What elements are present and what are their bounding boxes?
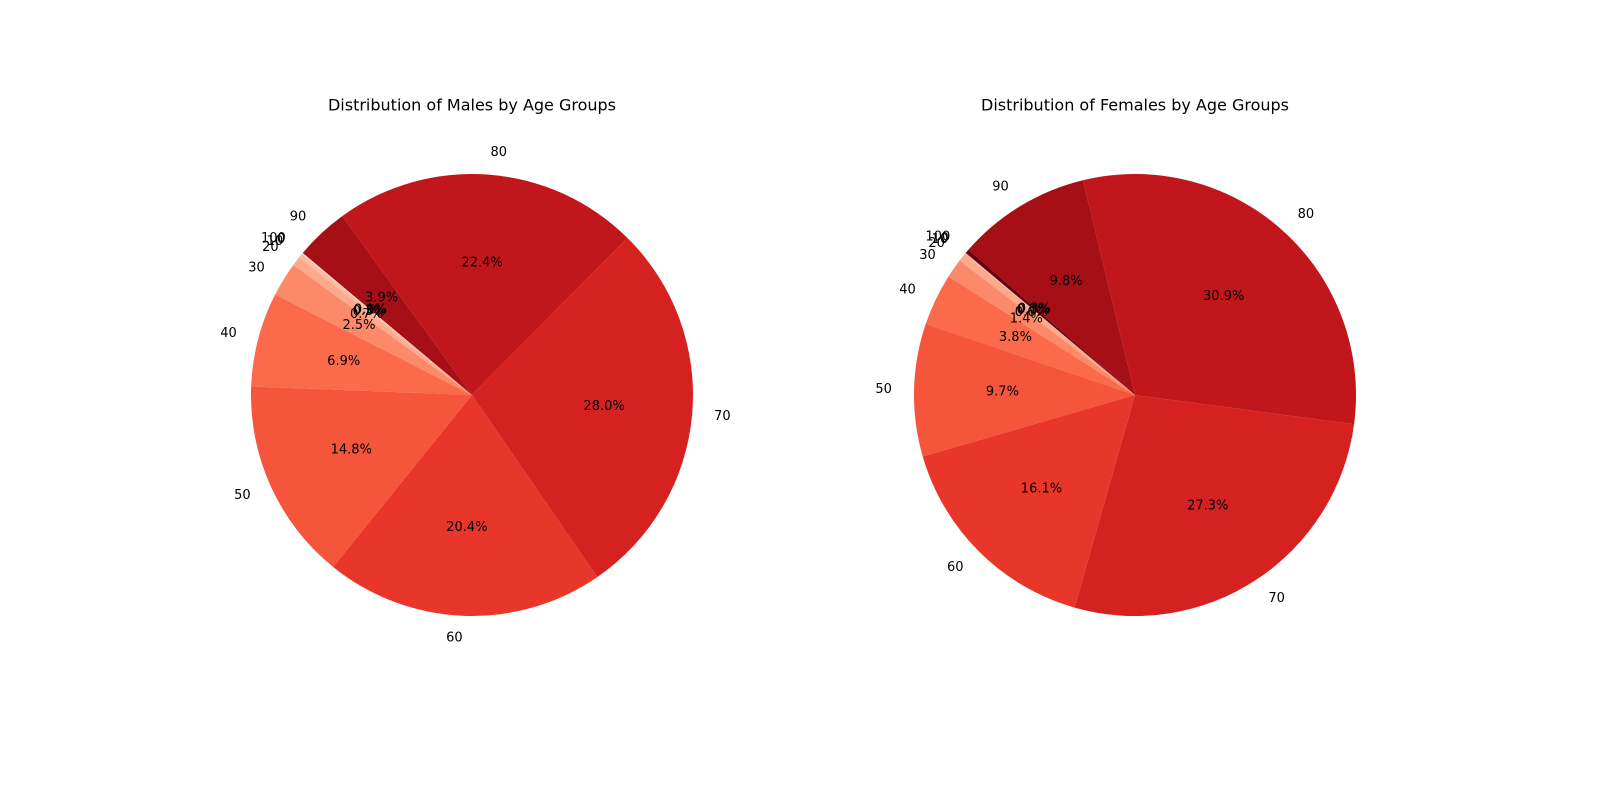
slice-label: 100 — [261, 231, 286, 246]
slice-label: 20 — [262, 240, 279, 255]
value-label: 14.8% — [331, 442, 372, 457]
slice-label: 90 — [992, 180, 1009, 195]
value-label: 16.1% — [1021, 481, 1062, 496]
slice-label: 70 — [714, 409, 731, 424]
pie-slice — [1082, 174, 1356, 425]
pie-slice — [948, 260, 1135, 395]
pie-slice — [333, 395, 598, 617]
pie-slice — [342, 174, 628, 395]
pie-slice — [922, 395, 1135, 608]
slice-label: 90 — [290, 210, 307, 225]
value-label: 6.9% — [327, 354, 360, 369]
slice-label: 80 — [490, 145, 507, 160]
slice-label: 30 — [248, 260, 265, 275]
pie-chart: Distribution of Females by Age Groups 0 0.… — [875, 96, 1356, 617]
pie-slice — [472, 237, 693, 578]
slice-label: 60 — [947, 560, 964, 575]
pie-slice — [968, 180, 1135, 395]
slice-label: 10 — [932, 232, 949, 247]
value-label: 0.0% — [1017, 302, 1050, 317]
slice-label: 100 — [925, 229, 950, 244]
value-label: 3.9% — [365, 290, 398, 305]
chart-title: Distribution of Females by Age Groups — [981, 96, 1289, 115]
value-label: 0.1% — [354, 303, 387, 318]
slice-label: 40 — [220, 326, 237, 341]
value-label: 0.7% — [350, 307, 383, 322]
pie-slice — [299, 254, 472, 395]
value-label: 27.3% — [1187, 498, 1228, 513]
slice-label: 20 — [928, 236, 945, 251]
value-label: 3.8% — [999, 330, 1032, 345]
value-label: 28.0% — [583, 399, 624, 414]
value-label: 2.5% — [342, 318, 375, 333]
slice-label: 80 — [1298, 207, 1315, 222]
value-label: 20.4% — [446, 520, 487, 535]
chart-title: Distribution of Males by Age Groups — [328, 96, 616, 115]
slice-label: 30 — [919, 248, 936, 263]
pie-slice — [1074, 395, 1355, 617]
slice-label: 10 — [267, 234, 284, 249]
slice-label: 50 — [875, 382, 892, 397]
pie-slice — [914, 323, 1135, 457]
value-label: 22.4% — [461, 255, 502, 270]
pie-slice — [959, 254, 1135, 395]
pie-slice — [301, 252, 472, 395]
pie-slice — [251, 386, 472, 567]
pie-chart: Distribution of Males by Age Groups 0 0.1%… — [220, 96, 730, 646]
value-label: 0.1% — [1017, 303, 1050, 318]
slice-label: 40 — [899, 282, 916, 297]
pie-slice — [965, 249, 1135, 395]
value-label: 0.6% — [1015, 305, 1048, 320]
value-label: 0.3% — [1018, 301, 1051, 316]
slice-label: 0 — [277, 232, 285, 247]
slice-label: 50 — [234, 488, 251, 503]
pie-slice — [925, 276, 1135, 395]
pie-slice — [302, 216, 472, 395]
pie-slice — [251, 294, 472, 395]
slice-label: 70 — [1268, 591, 1285, 606]
value-label: 9.7% — [986, 384, 1019, 399]
pie-slice — [964, 252, 1135, 395]
value-label: 1.4% — [1010, 312, 1043, 327]
pie-slice — [293, 257, 472, 395]
value-label: 9.8% — [1050, 274, 1083, 289]
slice-label: 0 — [940, 231, 948, 246]
pie-slice — [275, 264, 472, 395]
value-label: 30.9% — [1203, 289, 1244, 304]
slice-label: 60 — [446, 630, 463, 645]
value-label: 0.0% — [354, 302, 387, 317]
value-label: 0.3% — [353, 304, 386, 319]
